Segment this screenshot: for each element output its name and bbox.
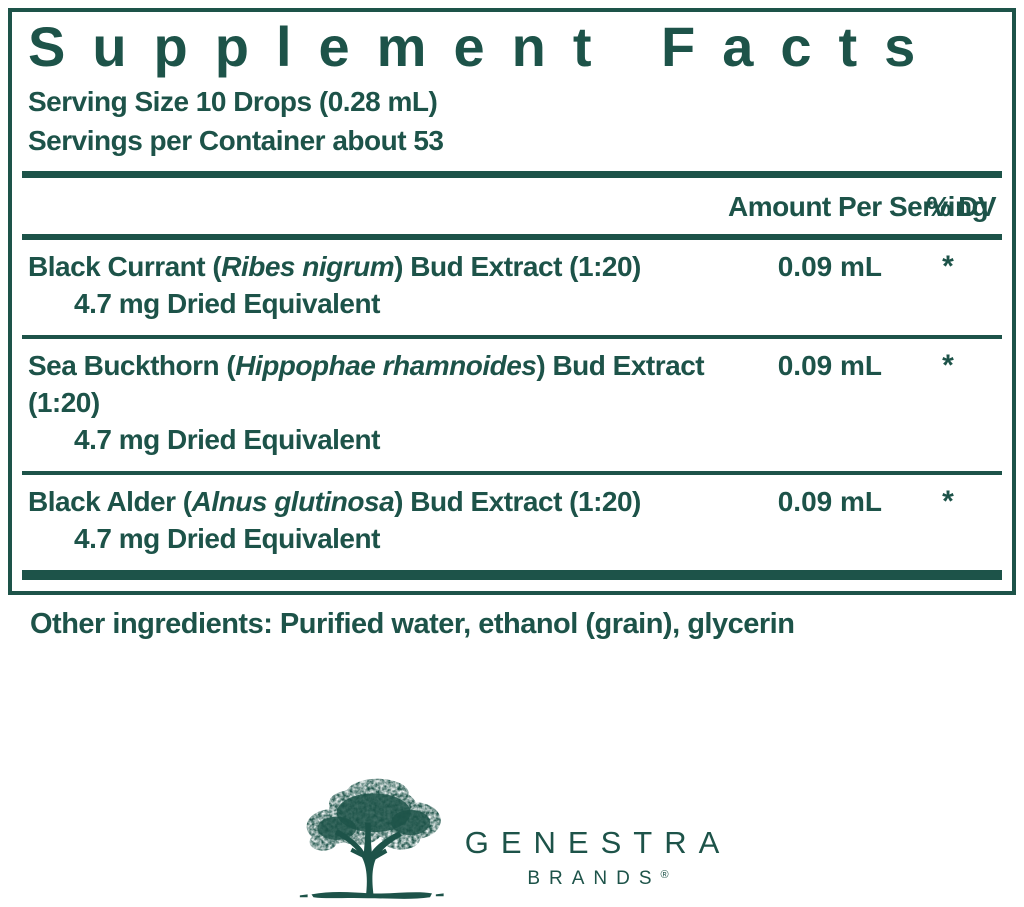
ingredient-name: Black Currant (Ribes nigrum) Bud Extract…: [28, 248, 728, 285]
rule-between-rows-2: [22, 470, 1002, 475]
ingredient-name-suffix: ) Bud Extract (1:20): [394, 250, 641, 282]
ingredient-row-sea-buckthorn: Sea Buckthorn (Hippophae rhamnoides) Bud…: [28, 339, 996, 471]
ingredient-name-prefix: Sea Buckthorn (: [28, 349, 236, 381]
brand-subname-text: BRANDS: [527, 867, 661, 889]
ingredient-dv: *: [942, 484, 954, 518]
column-header-row: Amount Per Serving % DV: [28, 178, 997, 234]
ingredient-dv: *: [942, 249, 954, 283]
brand-wordmark: GENESTRA BRANDS®: [465, 787, 732, 890]
panel-title: Supplement Facts: [28, 15, 943, 78]
ingredient-detail: 4.7 mg Dried Equivalent: [74, 287, 380, 319]
column-header-amount: Amount Per Serving: [728, 190, 989, 222]
ingredient-row-black-currant: Black Currant (Ribes nigrum) Bud Extract…: [28, 240, 996, 335]
rule-above-footnote: [22, 569, 1002, 580]
other-ingredients: Other ingredients: Purified water, ethan…: [30, 608, 795, 640]
ingredient-name-prefix: Black Alder (: [28, 485, 192, 517]
servings-per-container: Servings per Container about 53: [28, 124, 444, 156]
rule-between-rows-1: [22, 334, 1002, 339]
brand-subname: BRANDS®: [465, 868, 732, 890]
ingredient-name-block: Sea Buckthorn (Hippophae rhamnoides) Bud…: [28, 347, 728, 458]
ingredient-name-prefix: Black Currant (: [28, 250, 222, 282]
ingredient-amount: 0.09 mL: [777, 349, 882, 381]
ingredient-detail: 4.7 mg Dried Equivalent: [74, 522, 380, 554]
ingredient-name: Black Alder (Alnus glutinosa) Bud Extrac…: [28, 483, 728, 520]
ingredient-latin-name: Hippophae rhamnoides: [235, 349, 537, 381]
ingredient-detail: 4.7 mg Dried Equivalent: [74, 423, 380, 455]
rule-below-serving-info: [22, 170, 1002, 178]
brand-name: GENESTRA: [464, 824, 732, 860]
ingredient-row-black-alder: Black Alder (Alnus glutinosa) Bud Extrac…: [28, 475, 996, 570]
serving-size: Serving Size 10 Drops (0.28 mL): [28, 85, 438, 117]
tree-icon: [299, 778, 444, 899]
ingredient-name-block: Black Alder (Alnus glutinosa) Bud Extrac…: [28, 483, 728, 557]
supplement-facts-panel: Supplement Facts Serving Size 10 Drops (…: [8, 8, 1016, 595]
ingredient-latin-name: Alnus glutinosa: [191, 485, 395, 517]
ingredient-amount: 0.09 mL: [777, 485, 882, 517]
registered-trademark-icon: ®: [660, 868, 669, 881]
column-header-dv: % DV: [926, 190, 996, 222]
rule-below-header: [22, 233, 1002, 240]
ingredient-name-suffix: ) Bud Extract (1:20): [28, 349, 705, 418]
brand-logo: GENESTRA BRANDS®: [293, 770, 732, 906]
ingredient-amount: 0.09 mL: [777, 250, 882, 282]
footnote: * Daily value (DV) not established: [28, 580, 996, 591]
ingredient-name-suffix: ) Bud Extract (1:20): [394, 485, 641, 517]
ingredient-name-block: Black Currant (Ribes nigrum) Bud Extract…: [28, 248, 728, 322]
ingredient-latin-name: Ribes nigrum: [221, 250, 395, 282]
ingredient-dv: *: [942, 348, 954, 382]
ingredient-name: Sea Buckthorn (Hippophae rhamnoides) Bud…: [28, 347, 728, 421]
